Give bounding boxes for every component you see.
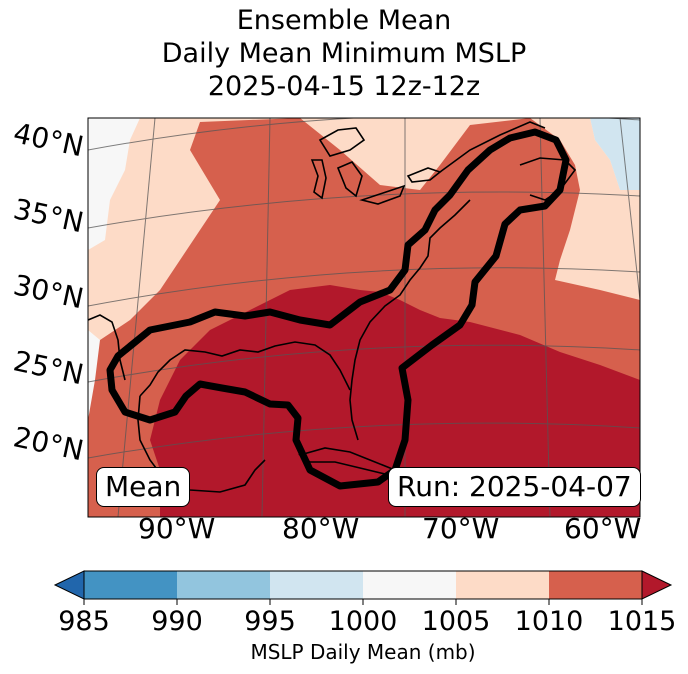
colorbar-under-arrow bbox=[53, 570, 85, 600]
ensemble-contour bbox=[106, 128, 570, 490]
colorbar-segment-995-1000 bbox=[270, 571, 363, 599]
mean-label-box: Mean bbox=[96, 467, 191, 507]
lon-label-90w: 90°W bbox=[138, 512, 216, 545]
lon-label-80w: 80°W bbox=[282, 512, 360, 545]
colorbar-segment-990-995 bbox=[177, 571, 270, 599]
colorbar-label: MSLP Daily Mean (mb) bbox=[250, 640, 476, 664]
colorbar-over-arrow bbox=[641, 570, 673, 600]
colorbar-segment-1000-1005 bbox=[363, 571, 456, 599]
title-line-2: Daily Mean Minimum MSLP bbox=[161, 38, 527, 69]
title-line-3: 2025-04-15 12z-12z bbox=[207, 71, 481, 102]
colorbar-segment-1010-1015 bbox=[549, 571, 642, 599]
colorbar-tick-1000: 1000 bbox=[328, 606, 398, 637]
mslp-band-995-1000 bbox=[590, 118, 640, 190]
lon-label-60w: 60°W bbox=[564, 512, 642, 545]
colorbar-tick-1015: 1015 bbox=[607, 606, 677, 637]
colorbar-tick-990: 990 bbox=[151, 606, 203, 637]
colorbar-tick-1010: 1010 bbox=[514, 606, 584, 637]
colorbar-segment-985-990 bbox=[84, 571, 177, 599]
lon-label-70w: 70°W bbox=[422, 512, 500, 545]
title-line-1: Ensemble Mean bbox=[236, 5, 452, 36]
map-frame bbox=[87, 117, 641, 518]
run-date-label-box: Run: 2025-04-07 bbox=[388, 467, 641, 507]
colorbar-tick-985: 985 bbox=[58, 606, 110, 637]
colorbar-tick-995: 995 bbox=[244, 606, 296, 637]
mslp-band-over-1015 bbox=[150, 285, 640, 517]
colorbar-segment-1005-1010 bbox=[456, 571, 549, 599]
colorbar-tick-1005: 1005 bbox=[421, 606, 491, 637]
